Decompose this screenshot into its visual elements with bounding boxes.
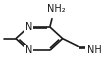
Text: N: N	[25, 45, 32, 55]
Text: N: N	[25, 22, 32, 32]
Text: NH: NH	[87, 45, 102, 55]
Text: NH₂: NH₂	[47, 4, 65, 14]
